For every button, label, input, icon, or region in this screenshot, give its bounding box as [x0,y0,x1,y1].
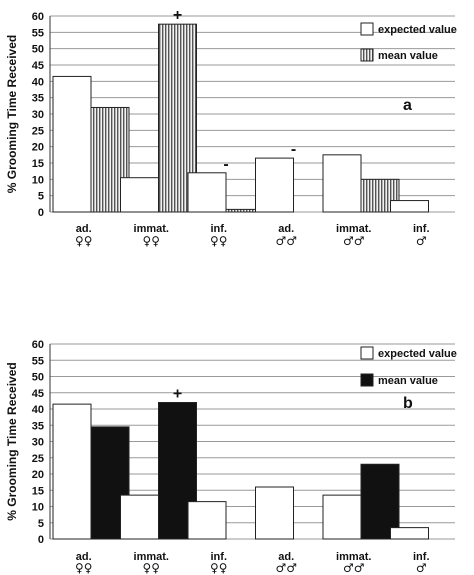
expected-value-bar [187,501,227,540]
expected-value-bar [187,172,227,213]
category-sex-symbol: ♂ [416,234,427,248]
expected-value-bar [255,486,294,540]
y-axis-label: % Grooming Time Received [5,35,19,194]
y-tick-label: 15 [32,485,44,497]
category-sex-symbol: ♀♀ [210,561,228,575]
category-sex-symbol: ♀♀ [75,234,93,248]
y-tick-label: 10 [32,174,44,186]
category-label: ad. [278,551,294,563]
expected-value-bar [390,200,429,213]
category-label: inf. [211,223,228,235]
y-tick-label: 60 [32,339,44,351]
category-label: immat. [336,223,371,235]
category-label: inf. [413,223,430,235]
y-tick-label: 30 [32,437,44,449]
expected-value-bar [120,494,159,540]
significance-mark: - [291,141,296,158]
significance-mark: - [223,156,228,173]
expected-value-bar [322,154,362,213]
category-label: inf. [413,551,430,563]
expected-value-bar [120,177,159,213]
significance-mark: + [173,386,182,403]
y-tick-label: 20 [32,469,44,481]
mean-value-bar [360,463,400,540]
legend-swatch [360,346,374,360]
category-sex-symbol: ♀♀ [75,561,93,575]
category-label: ad. [76,551,92,563]
y-tick-label: 50 [32,372,44,384]
category-sex-symbol: ♂♂ [275,234,297,248]
category-sex-symbol: ♀♀ [142,561,160,575]
legend-label: expected value [378,348,457,360]
y-tick-label: 40 [32,76,44,88]
y-tick-label: 30 [32,109,44,121]
legend-swatch [360,373,374,387]
category-sex-symbol: ♂ [416,561,427,575]
panel-label: a [403,97,412,114]
y-tick-label: 5 [38,518,44,530]
category-sex-symbol: ♂♂ [343,234,365,248]
significance-mark: + [173,7,182,24]
category-sex-symbol: ♀♀ [142,234,160,248]
category-label: immat. [336,551,371,563]
category-sex-symbol: ♂♂ [343,561,365,575]
y-axis-label: % Grooming Time Received [5,362,19,521]
y-tick-label: 20 [32,142,44,154]
chart-panel-b: 0 5 10 15 20 25 30 35 40 45 50 55 60 % Grooming Time … [5,339,457,575]
y-tick-label: 25 [32,453,44,465]
category-label: immat. [134,223,169,235]
category-label: ad. [76,223,92,235]
category-sex-symbol: ♀♀ [210,234,228,248]
y-tick-label: 0 [38,534,44,546]
y-tick-label: 0 [38,207,44,219]
chart-panel-a: 0 5 10 15 20 25 30 35 40 45 50 55 60 % Grooming Time … [5,7,457,248]
legend-label: expected value [378,24,457,36]
expected-value-bar [390,527,429,540]
expected-value-bar [52,403,92,540]
y-tick-label: 45 [32,388,44,400]
y-tick-label: 25 [32,125,44,137]
y-tick-label: 50 [32,44,44,56]
category-label: ad. [278,223,294,235]
category-sex-symbol: ♂♂ [275,561,297,575]
expected-value-bar [322,494,362,540]
panel-label: b [403,395,413,412]
y-tick-label: 45 [32,60,44,72]
category-label: inf. [211,551,228,563]
expected-value-bar [52,75,92,213]
y-tick-label: 55 [32,355,44,367]
category-label: immat. [134,551,169,563]
y-tick-label: 60 [32,11,44,23]
y-tick-label: 40 [32,404,44,416]
y-tick-label: 55 [32,27,44,39]
y-tick-label: 35 [32,93,44,105]
y-tick-label: 5 [38,191,44,203]
legend-swatch [360,48,374,62]
legend-swatch [360,22,374,36]
y-tick-label: 10 [32,502,44,514]
legend-label: mean value [378,375,438,387]
expected-value-bar [255,157,294,213]
y-tick-label: 35 [32,420,44,432]
y-tick-label: 15 [32,158,44,170]
legend-label: mean value [378,50,438,62]
